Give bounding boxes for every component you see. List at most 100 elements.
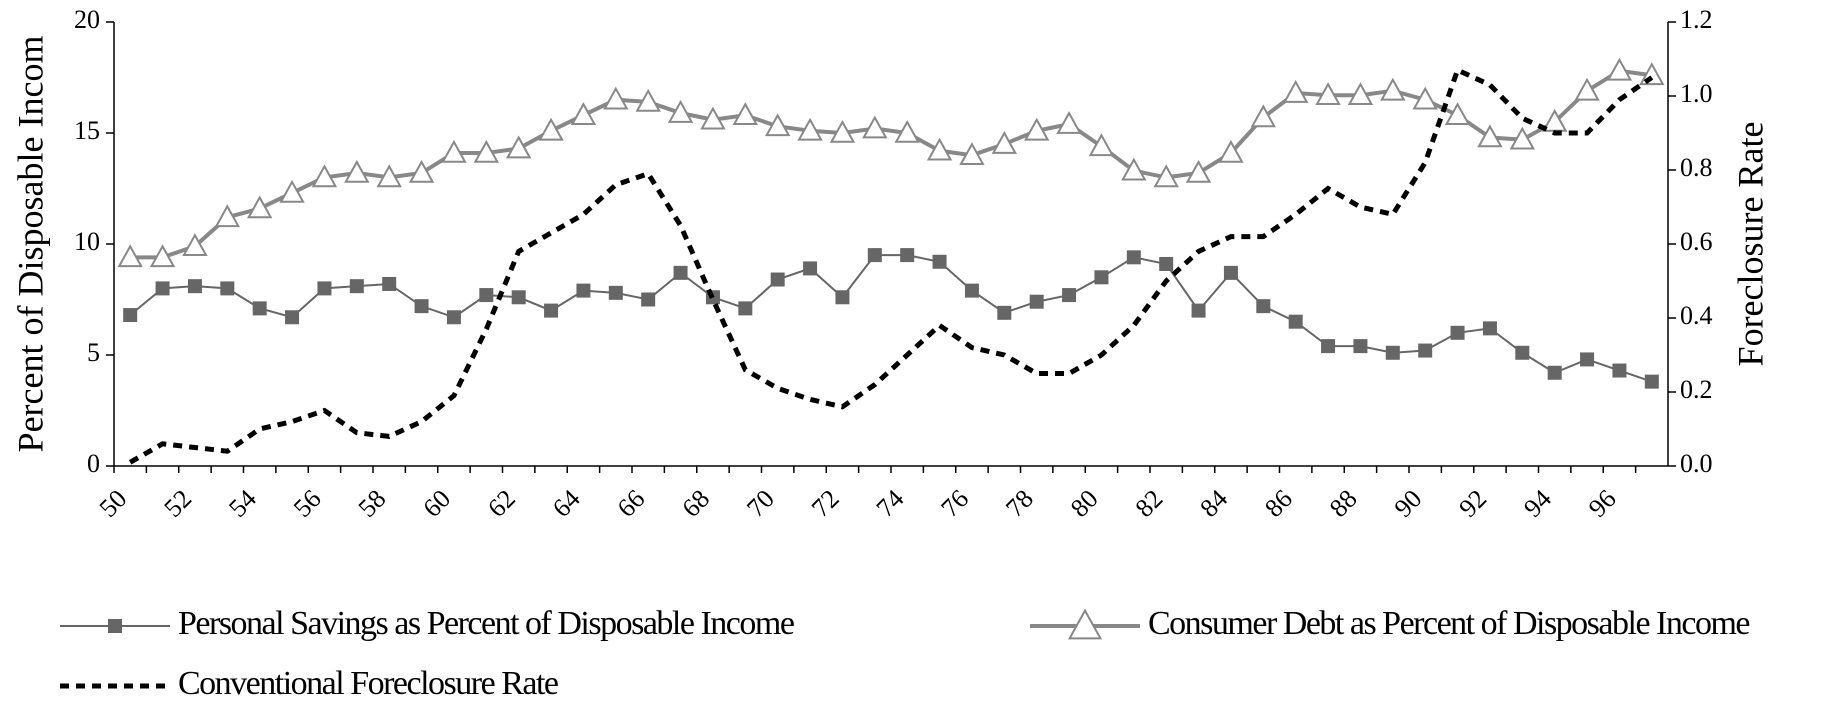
data-point [1153,164,1179,188]
data-point [1353,339,1368,354]
data-point [1606,57,1633,81]
x-tick-label: 90 [1389,484,1428,523]
data-point [894,119,920,143]
data-point [1250,104,1277,128]
data-point [1288,314,1303,329]
x-tick-label: 72 [806,484,845,523]
data-point [829,119,856,143]
y2-tick-label: 0.2 [1680,375,1713,404]
data-point [344,159,370,183]
legend-label: Conventional Foreclosure Rate [178,665,558,702]
x-tick-label: 88 [1324,484,1363,523]
data-point [635,88,661,112]
data-point [155,281,170,296]
data-point [1612,363,1627,378]
data-point [1321,339,1336,354]
data-point [608,285,623,300]
data-point [1088,133,1115,157]
x-tick-label: 60 [417,484,456,523]
data-point [862,115,888,139]
x-tick-label: 56 [288,484,327,523]
data-point [1482,321,1497,336]
data-point [770,272,785,287]
x-tick-label: 84 [1194,484,1233,523]
data-point [1062,288,1077,303]
data-point [376,164,402,188]
data-point [1515,345,1530,360]
data-point [414,299,429,314]
y-axis-title: Percent of Disposable Incom [10,36,50,453]
data-point [117,244,143,268]
data-point [1056,111,1082,134]
data-point [673,265,688,280]
x-tick-label: 86 [1259,484,1298,523]
y-tick-label: 15 [74,116,100,145]
data-point [1126,250,1141,265]
data-point [997,305,1012,320]
y2-tick-label: 0.0 [1680,449,1713,478]
x-tick-label: 50 [94,484,133,523]
data-point [1029,294,1044,309]
y2-tick-label: 1.2 [1680,5,1713,34]
data-point [1121,157,1147,181]
data-point [446,310,461,325]
data-point [505,135,532,159]
x-tick-label: 54 [223,484,262,523]
data-point [511,290,526,305]
data-point [700,106,726,130]
x-tick-label: 94 [1518,484,1557,523]
data-point [732,102,759,126]
data-point [991,131,1018,154]
series-line [129,254,1653,383]
data-point [900,248,915,263]
data-point [1256,299,1271,314]
data-point [123,308,138,323]
x-tick-label: 52 [158,484,197,523]
data-point [1547,365,1562,380]
data-point [311,164,338,188]
data-point [1477,124,1503,148]
data-point [803,261,818,276]
y2-tick-label: 1.0 [1680,79,1713,108]
data-point [214,204,241,228]
data-point [1282,79,1309,103]
data-point [797,117,823,141]
data-point [576,283,591,298]
data-point [867,248,882,263]
data-point [408,159,435,183]
x-tick-label: 70 [741,484,780,523]
data-point [764,113,791,137]
data-point [149,244,176,268]
x-tick-label: 64 [547,484,586,523]
data-point [441,139,467,163]
data-point [1218,139,1244,163]
legend-label: Consumer Debt as Percent of Disposable I… [1148,605,1749,642]
x-tick-label: 76 [935,484,974,523]
x-tick-label: 96 [1583,484,1622,523]
data-point [926,137,953,161]
data-point [1444,102,1471,126]
data-point [959,142,985,165]
data-point [1023,117,1050,141]
data-point [932,254,947,269]
data-point [279,179,305,203]
data-point [252,301,267,316]
data-point [349,279,364,294]
data-point [603,86,629,110]
data-point [1412,86,1438,110]
data-point [1191,303,1206,318]
data-point [641,292,656,307]
data-point [667,99,694,123]
x-tick-label: 78 [1000,484,1039,523]
data-point [108,619,122,633]
data-point [1315,82,1341,106]
x-tick-label: 92 [1453,484,1492,523]
data-point [738,301,753,316]
x-tick-label: 68 [676,484,715,523]
data-point [1580,352,1595,367]
data-point [538,117,564,141]
data-point [382,276,397,291]
data-point [1067,608,1103,640]
data-point [570,102,597,126]
